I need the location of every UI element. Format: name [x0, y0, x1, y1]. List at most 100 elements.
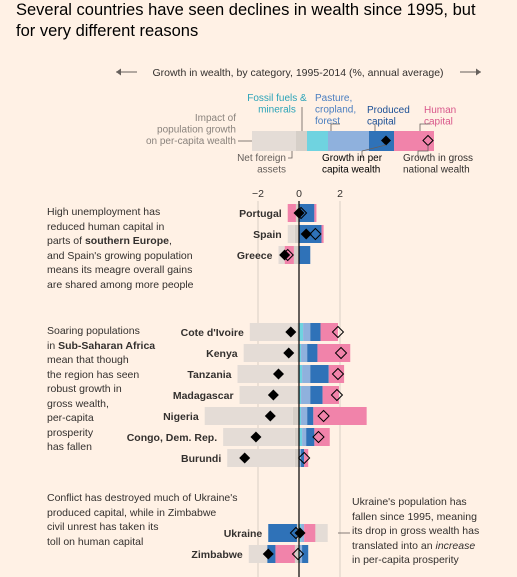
bar-cote-d-ivoire-human [320, 323, 338, 341]
bar-kenya-pasture [301, 344, 308, 362]
bar-congo-dem-rep-produced [306, 428, 315, 446]
bar-zimbabwe-pasture [300, 545, 303, 563]
marker-gross-cote-d-ivoire [331, 325, 345, 339]
x-tick-label: 2 [337, 188, 343, 200]
bar-nigeria-human [313, 407, 367, 425]
note-line: reduced human capital in [47, 220, 194, 235]
legend-label-percapita: capita wealth [322, 165, 380, 176]
bar-tanzania-netforeign-neg [296, 365, 299, 383]
legend-leader-pasture [330, 123, 340, 131]
bar-burundi-pasture [299, 449, 302, 467]
bar-tanzania-human [328, 365, 345, 383]
bar-kenya-fossil [299, 344, 302, 362]
bar-madagascar-produced [310, 386, 323, 404]
legend-label-produced: Produced [367, 105, 410, 116]
marker-gross-congo-dem-rep [312, 430, 325, 444]
legend-label-population: population growth [157, 125, 236, 136]
note-text: robust growth in [47, 383, 122, 395]
marker-gross-kenya [334, 346, 348, 360]
marker-percapita-congo-dem-rep [250, 431, 262, 443]
note-text: civil unrest has taken its [47, 521, 159, 533]
bar-nigeria-pasture [301, 407, 308, 425]
country-label-ukraine: Ukraine [224, 528, 263, 540]
bar-greece-produced [299, 246, 311, 264]
axis-arrowhead-right [476, 68, 481, 76]
note-line: toll on human capital [47, 535, 238, 550]
legend-label-gross: Growth in gross [403, 153, 473, 164]
country-label-cote-d-ivoire: Cote d'Ivoire [181, 327, 244, 339]
bar-tanzania-fossil [299, 365, 303, 383]
marker-percapita-greece [279, 249, 291, 261]
bar-spain-netforeign-neg [294, 225, 299, 243]
country-label-burundi: Burundi [181, 453, 221, 465]
country-label-portugal: Portugal [239, 208, 282, 220]
bar-madagascar-netforeign-neg [296, 386, 299, 404]
note-text: reduced human capital in [47, 220, 165, 233]
bar-spain-population-neg [287, 225, 295, 243]
note-line: are shared among more people [47, 278, 194, 293]
bar-spain-human [321, 225, 324, 243]
note-text: High unemployment has [47, 206, 161, 218]
note-line: fallen since 1995, meaning [352, 510, 479, 525]
marker-gross-burundi [297, 451, 311, 465]
note-text: Conflict has destroyed much of Ukraine's [47, 492, 238, 504]
legend-bar-fossil [307, 131, 328, 151]
note-line: the region has seen [47, 368, 155, 383]
note-text: and Spain's growing population [47, 249, 193, 262]
marker-percapita-zimbabwe [262, 548, 274, 560]
legend-label-gross: national wealth [403, 165, 470, 176]
bar-madagascar-pasture [301, 386, 311, 404]
country-label-congo-dem-rep: Congo, Dem. Rep. [127, 432, 218, 444]
note-line: prosperity [47, 426, 155, 441]
legend-label-human: capital [424, 117, 453, 128]
marker-percapita-spain [300, 228, 312, 240]
bar-cote-d-ivoire-fossil [299, 323, 304, 341]
note-text: prosperity [47, 426, 94, 439]
note-line: in Sub-Saharan Africa [47, 339, 155, 354]
note-line: its drop in gross wealth has [352, 524, 479, 539]
note-text: has fallen [47, 441, 92, 453]
note-text: gross wealth, [47, 397, 109, 410]
bar-kenya-produced [307, 344, 318, 362]
bar-nigeria-population-neg [204, 407, 293, 425]
marker-gross-spain [309, 227, 322, 241]
axis-label: Growth in wealth, by category, 1995-2014… [152, 67, 443, 79]
country-label-spain: Spain [253, 229, 282, 241]
note-text: Soaring populations [47, 325, 140, 337]
chart-title: Several countries have seen declines in … [16, 0, 496, 42]
legend-bar-human [394, 131, 434, 151]
axis-arrowhead-left [116, 68, 121, 76]
marker-gross-madagascar [330, 388, 344, 402]
note-text: southern Europe [84, 235, 169, 247]
bar-kenya-human [317, 344, 351, 362]
marker-gross-tanzania [331, 367, 345, 381]
bar-zimbabwe-produced [302, 545, 309, 563]
country-label-greece: Greece [237, 250, 273, 262]
legend-label-percapita: Growth in per [322, 153, 383, 164]
note-text: in [47, 339, 59, 352]
note-text: per-capita [47, 412, 94, 424]
legend-label-population: on per-capita wealth [146, 136, 236, 147]
bar-greece-netforeign-neg [293, 246, 299, 264]
x-tick-label: −2 [252, 188, 264, 200]
legend-bar-pasture [328, 131, 369, 151]
bar-burundi-netforeign-neg [294, 449, 299, 467]
country-label-tanzania: Tanzania [187, 369, 231, 381]
note-text: translated into an [352, 539, 436, 552]
legend-label-produced: capital [367, 117, 396, 128]
note-text: its drop in gross wealth has [352, 525, 480, 537]
note-line: Ukraine's population has [352, 495, 479, 510]
bar-zimbabwe-netforeign-neg [294, 545, 299, 563]
bar-congo-dem-rep-netforeign-neg [294, 428, 299, 446]
note-text: means its meagre overall gains [47, 264, 193, 276]
legend-label-net-foreign: Net foreign [237, 153, 286, 164]
bar-cote-d-ivoire-pasture [303, 323, 311, 341]
note-text: produced capital, while in Zimbabwe [47, 506, 217, 519]
bar-madagascar-fossil [299, 386, 302, 404]
legend-label-fossil: Fossil fuels & [247, 93, 307, 104]
marker-percapita-madagascar [267, 389, 279, 401]
note-sub-saharan-africa: Soaring populations in Sub-Saharan Africa… [47, 324, 155, 455]
title-line-2: for very different reasons [16, 22, 199, 40]
legend-leader-human [419, 123, 430, 131]
